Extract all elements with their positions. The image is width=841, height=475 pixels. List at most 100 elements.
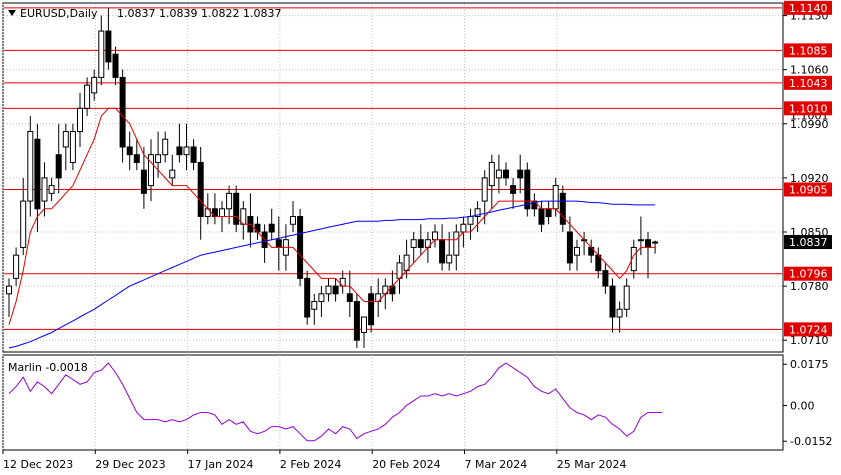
ohlc-label: 1.0837 1.0839 1.0822 1.0837 [117, 7, 281, 20]
candle-body [375, 293, 382, 303]
symbol-label: EURUSD,Daily [20, 7, 98, 20]
candle-body [133, 154, 140, 163]
price-tick-label: 1.1060 [790, 64, 829, 77]
price-tick-label: 1.0780 [790, 280, 829, 293]
candle-body [503, 169, 509, 179]
candle-body [630, 246, 637, 272]
candle-body [233, 192, 240, 225]
candle-body [176, 146, 183, 156]
candle-body [538, 208, 545, 225]
candle-body [34, 138, 41, 210]
candle-body [623, 285, 630, 310]
current-price-box [784, 235, 832, 250]
level-price-label: 1.1140 [789, 2, 828, 15]
slow-moving-average-line [8, 200, 656, 349]
candle-body [41, 177, 48, 202]
candle-body [609, 285, 616, 318]
candle-body [304, 277, 311, 318]
level-price-box [784, 101, 832, 116]
candle-body [368, 293, 375, 326]
price-tick-label: 1.0710 [790, 334, 829, 347]
candle-body [155, 154, 162, 163]
current-price-label: 1.0837 [789, 236, 828, 249]
oscillator-tick-label: 0.00 [790, 399, 815, 412]
candle-body [268, 223, 275, 233]
candle-body [105, 30, 112, 63]
candle-body [552, 185, 559, 210]
candle-body [637, 239, 644, 242]
candle-body [332, 285, 339, 295]
candle-body [204, 208, 211, 218]
candle-body [140, 169, 147, 194]
candle-body [481, 177, 488, 202]
oscillator-line [8, 362, 663, 442]
candle-body [55, 154, 62, 179]
candle-body [361, 316, 367, 333]
candle-body [6, 285, 12, 295]
time-tick-label: 12 Dec 2023 [3, 458, 73, 471]
candle-body [524, 169, 531, 210]
price-tick-label: 1.0990 [790, 118, 829, 131]
level-lines [4, 7, 782, 330]
candle-body [290, 216, 296, 225]
candle-body [318, 293, 325, 303]
grid-lines [2, 4, 782, 450]
candle-body [20, 200, 27, 248]
candle-body [424, 239, 431, 248]
candle-body [467, 216, 474, 225]
candle-body [410, 239, 417, 248]
candle-body [602, 270, 609, 287]
level-price-label: 1.0796 [789, 268, 828, 281]
candle-body [495, 169, 502, 179]
candle-body [517, 169, 524, 179]
candle-body [148, 154, 154, 187]
oscillator-tick-label: 0.0175 [790, 358, 829, 371]
candle-body [98, 30, 105, 78]
time-tick-label: 2 Feb 2024 [280, 458, 341, 471]
oscillator-tick-label: -0.0152 [790, 435, 832, 448]
level-price-box [784, 75, 832, 90]
level-price-box [784, 266, 832, 281]
candle-body [112, 53, 119, 78]
candle-body [275, 239, 282, 248]
candle-body [616, 308, 623, 318]
candle-body [226, 192, 233, 210]
time-tick-label: 20 Feb 2024 [372, 458, 440, 471]
candle-body [219, 208, 225, 218]
candle-body [488, 161, 495, 187]
candle-body [559, 192, 566, 225]
candle-body [432, 231, 438, 241]
time-tick-label: 25 Mar 2024 [557, 458, 627, 471]
candle-body [69, 131, 76, 163]
candle-body [48, 185, 55, 194]
candle-body [162, 138, 169, 156]
candle-body [353, 301, 360, 341]
candle-body [545, 208, 552, 218]
level-price-label: 1.1085 [789, 44, 828, 57]
level-price-box [784, 182, 832, 197]
candle-body [211, 208, 218, 218]
candle-body [13, 254, 20, 279]
candle-body [297, 216, 304, 279]
candle-body [325, 285, 332, 295]
level-price-label: 1.1010 [789, 102, 828, 115]
candle-body [197, 161, 204, 218]
candle-body [311, 301, 318, 310]
collapse-triangle-icon[interactable] [8, 10, 16, 16]
indicator-label: Marlin -0.0018 [8, 361, 88, 374]
candle-body [27, 131, 34, 202]
level-price-box [784, 0, 832, 15]
level-price-label: 1.0905 [789, 183, 828, 196]
candle-body [382, 285, 389, 295]
candle-body [474, 208, 481, 218]
candle-body [119, 76, 126, 148]
candle-body [652, 241, 659, 244]
price-tick-label: 1.0920 [790, 172, 829, 185]
level-price-box [784, 322, 832, 337]
candles [6, 7, 659, 348]
oscillator-axis: 0.0175 0.00 -0.0152 [783, 358, 832, 448]
candle-body [77, 107, 83, 133]
time-tick-label: 7 Mar 2024 [465, 458, 528, 471]
candle-body [645, 239, 651, 248]
